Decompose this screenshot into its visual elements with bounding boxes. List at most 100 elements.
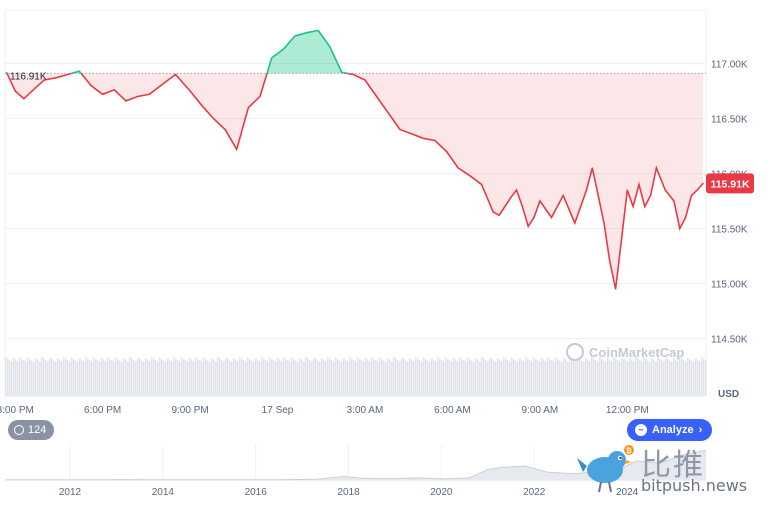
price-point bbox=[67, 73, 69, 76]
volume-bar bbox=[619, 361, 621, 396]
volume-bar bbox=[449, 360, 451, 396]
y-unit-label: USD bbox=[718, 389, 739, 400]
volume-bar bbox=[65, 358, 67, 396]
volume-bar bbox=[681, 358, 683, 396]
volume-bar bbox=[607, 358, 609, 396]
history-badge[interactable]: 124 bbox=[8, 420, 55, 440]
volume-bar bbox=[205, 359, 207, 396]
axes: 117.00K116.50K116.00K115.50K115.00K114.5… bbox=[0, 60, 754, 416]
volume-bar bbox=[563, 358, 565, 396]
price-area-fill bbox=[6, 30, 704, 289]
volume-bar bbox=[167, 358, 169, 396]
x-tick-label: 3:00 AM bbox=[347, 405, 384, 416]
volume-bar bbox=[35, 358, 37, 396]
price-point bbox=[644, 205, 646, 208]
volume-bar bbox=[327, 357, 329, 396]
volume-bar bbox=[457, 361, 459, 396]
volume-bar bbox=[329, 358, 331, 396]
chevron-right-icon: › bbox=[698, 424, 703, 436]
volume-bar bbox=[477, 359, 479, 396]
volume-bar bbox=[247, 357, 249, 396]
price-point bbox=[620, 238, 623, 241]
price-point bbox=[597, 194, 599, 197]
volume-bar bbox=[405, 360, 407, 396]
volume-bar bbox=[549, 358, 551, 396]
analyze-button[interactable]: ~ Analyze › bbox=[627, 419, 713, 441]
volume-bar bbox=[435, 361, 437, 396]
volume-bar bbox=[111, 360, 113, 396]
volume-bar bbox=[359, 359, 361, 396]
y-tick-label: 115.50K bbox=[711, 225, 748, 236]
volume-bar bbox=[609, 359, 611, 396]
volume-bar bbox=[541, 358, 543, 396]
volume-bar bbox=[441, 360, 443, 396]
price-point bbox=[445, 150, 448, 153]
volume-bar bbox=[379, 357, 381, 396]
price-point bbox=[527, 225, 529, 227]
volume-bar bbox=[189, 358, 191, 396]
volume-bar bbox=[161, 359, 163, 396]
volume-bar bbox=[355, 361, 357, 396]
volume-bar bbox=[219, 358, 221, 396]
volume-bar bbox=[639, 360, 641, 396]
volume-bar bbox=[55, 362, 57, 396]
volume-bar bbox=[613, 357, 615, 396]
volume-bar bbox=[683, 360, 685, 396]
volume-bar bbox=[337, 359, 339, 396]
volume-bar bbox=[677, 361, 679, 396]
volume-bar bbox=[545, 361, 547, 396]
volume-bar bbox=[95, 359, 97, 396]
volume-bar bbox=[527, 358, 529, 396]
volume-bar bbox=[375, 360, 377, 396]
volume-bar bbox=[317, 360, 319, 396]
volume-bar bbox=[181, 357, 183, 396]
volume-bar bbox=[439, 358, 441, 396]
volume-bar bbox=[341, 362, 343, 396]
volume-bar bbox=[313, 357, 315, 396]
price-point bbox=[638, 183, 640, 186]
volume-bar bbox=[661, 360, 663, 396]
volume-bar bbox=[267, 361, 269, 396]
price-point bbox=[411, 133, 413, 135]
volume-bar bbox=[187, 362, 189, 396]
volume-bar bbox=[85, 357, 87, 396]
volume-bar bbox=[597, 361, 599, 396]
volume-bar bbox=[119, 360, 121, 396]
price-point bbox=[43, 79, 45, 81]
volume-bar bbox=[353, 360, 355, 396]
volume-bar bbox=[523, 361, 525, 396]
volume-bar bbox=[573, 360, 575, 396]
price-point bbox=[515, 189, 518, 191]
x-tick-label: 12:00 PM bbox=[606, 405, 649, 416]
volume-bar bbox=[175, 358, 177, 396]
price-point bbox=[664, 189, 666, 191]
volume-bar bbox=[269, 357, 271, 396]
bitpush-cn-text: 比推 bbox=[641, 448, 705, 483]
volume-bar bbox=[203, 357, 205, 396]
volume-bar bbox=[509, 361, 511, 396]
volume-bar bbox=[237, 361, 239, 396]
price-point bbox=[603, 222, 605, 224]
volume-bar bbox=[29, 359, 31, 396]
price-point bbox=[539, 200, 541, 202]
volume-bar bbox=[551, 360, 553, 396]
price-point bbox=[615, 288, 617, 290]
volume-bar bbox=[647, 360, 649, 396]
volume-bar bbox=[473, 362, 475, 396]
volume-bar bbox=[343, 358, 345, 396]
price-point bbox=[137, 95, 139, 98]
price-point bbox=[498, 214, 500, 216]
volume-bar bbox=[309, 360, 311, 396]
volume-bar bbox=[51, 359, 53, 396]
volume-bar bbox=[283, 357, 285, 396]
volume-bar bbox=[629, 358, 631, 396]
baseline-label: 116.91K bbox=[10, 71, 47, 82]
history-badge-count: 124 bbox=[28, 424, 47, 436]
volume-bar bbox=[641, 361, 643, 396]
volume-bar bbox=[515, 360, 517, 396]
volume-bar bbox=[493, 360, 495, 396]
volume-bar bbox=[695, 358, 697, 396]
volume-bar bbox=[357, 357, 359, 396]
volume-bar bbox=[271, 359, 273, 396]
volume-bar bbox=[543, 359, 545, 396]
